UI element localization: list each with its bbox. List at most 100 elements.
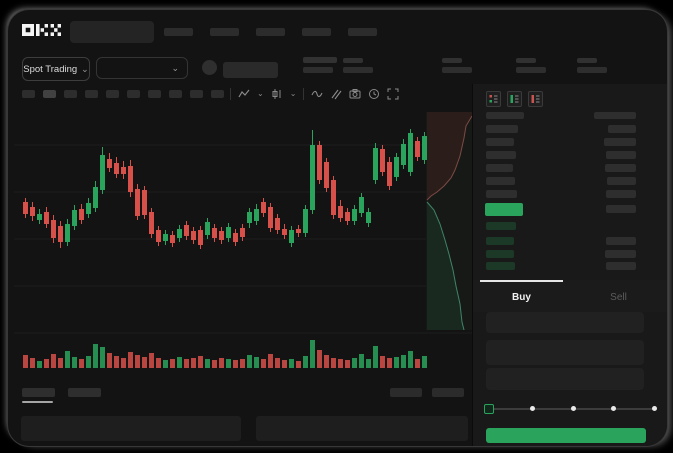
orders-empty-panel (21, 416, 241, 441)
timeframe-pill[interactable] (127, 90, 140, 98)
order-panel: Buy Sell (472, 84, 667, 446)
ask-amount-bar[interactable] (608, 125, 636, 133)
stat-value-bar (577, 67, 607, 73)
indicators-zigzag-icon[interactable] (238, 88, 250, 100)
chevron-down-icon[interactable]: ⌄ (289, 89, 297, 98)
amount-slider[interactable] (484, 403, 657, 414)
bottom-tab-orders[interactable] (22, 388, 55, 397)
camera-icon[interactable] (349, 88, 361, 100)
trading-app-window: Spot Trading ⌄ ⌄ ⌄ ⌄ (7, 9, 668, 447)
bid-amount-bar[interactable] (606, 237, 636, 245)
last-price-badge (485, 203, 523, 216)
timeframe-pill[interactable] (64, 90, 77, 98)
stat-label-bar (577, 58, 597, 63)
chart-tools: ⌄ ⌄ (230, 86, 399, 102)
last-price-placeholder (223, 62, 278, 78)
book-col-header-amount (594, 112, 636, 119)
ask-amount-bar[interactable] (607, 177, 636, 185)
ask-price-bar[interactable] (486, 190, 517, 198)
chevron-down-icon[interactable]: ⌄ (257, 89, 264, 98)
market-type-label: Spot Trading (23, 63, 78, 75)
chevron-down-icon: ⌄ (81, 63, 89, 74)
timeframe-pill[interactable] (169, 90, 182, 98)
stat-label-bar (442, 58, 462, 63)
draw-tool-icon[interactable] (330, 88, 342, 100)
nav-item-pill[interactable] (210, 28, 239, 36)
tab-buy[interactable]: Buy (473, 280, 570, 312)
bid-price-bar[interactable] (486, 222, 516, 230)
ticker-stat-group (442, 58, 472, 73)
chevron-down-icon: ⌄ (171, 62, 179, 73)
stat-value-bar (442, 67, 472, 73)
timeframe-pill[interactable] (85, 90, 98, 98)
ask-price-bar[interactable] (486, 164, 513, 172)
timeframe-pill[interactable] (43, 90, 56, 98)
ask-price-bar[interactable] (486, 125, 518, 133)
ticker-stat-group (516, 58, 546, 73)
candle-style-icon[interactable] (271, 88, 283, 100)
trade-input-field[interactable] (486, 368, 644, 390)
slider-stop-dot[interactable] (570, 406, 576, 411)
book-bids-icon[interactable] (507, 91, 522, 107)
nav-item-pill[interactable] (164, 28, 193, 36)
ticker-stat-group (577, 58, 607, 73)
slider-stop-dot[interactable] (652, 406, 657, 411)
trade-side-tabs: Buy Sell (473, 280, 667, 312)
nav-item-pill[interactable] (256, 28, 285, 36)
header-nav (164, 28, 377, 36)
ask-amount-bar[interactable] (606, 151, 636, 159)
pair-coin-icon (202, 60, 217, 75)
book-both-icon[interactable] (486, 91, 501, 107)
slider-stop-dot[interactable] (611, 406, 617, 411)
divider (230, 88, 231, 100)
ask-price-bar[interactable] (486, 138, 514, 146)
timeframe-bar (22, 90, 224, 98)
search-input[interactable] (70, 21, 154, 43)
bid-price-bar[interactable] (486, 262, 515, 270)
ask-amount-bar[interactable] (605, 164, 636, 172)
stat-label-bar (303, 57, 337, 63)
ask-amount-bar[interactable] (606, 190, 636, 198)
slider-knob[interactable] (484, 403, 494, 414)
ticker-stat-group (343, 58, 373, 73)
bid-price-bar[interactable] (486, 237, 514, 245)
book-col-header-price (486, 112, 524, 119)
pair-selector-dropdown[interactable]: ⌄ (96, 57, 188, 79)
bid-amount-bar[interactable] (606, 262, 636, 270)
timeframe-pill[interactable] (190, 90, 203, 98)
timeframe-pill[interactable] (106, 90, 119, 98)
ask-amount-bar[interactable] (604, 138, 636, 146)
slider-stop-dot[interactable] (529, 406, 535, 411)
trade-input-field[interactable] (486, 340, 644, 365)
stat-value-bar (303, 67, 333, 73)
stat-label-bar (516, 58, 536, 63)
market-type-dropdown[interactable]: Spot Trading ⌄ (22, 57, 90, 81)
fullscreen-icon[interactable] (387, 88, 399, 100)
ask-price-bar[interactable] (486, 177, 515, 185)
divider (303, 88, 305, 100)
timer-icon[interactable] (368, 88, 380, 100)
line-tool-icon[interactable] (311, 88, 323, 100)
ask-price-bar[interactable] (486, 151, 516, 159)
trade-input-field[interactable] (486, 312, 644, 333)
book-asks-icon[interactable] (528, 91, 543, 107)
timeframe-pill[interactable] (22, 90, 35, 98)
nav-item-pill[interactable] (302, 28, 331, 36)
timeframe-pill[interactable] (211, 90, 224, 98)
bottom-action-pill[interactable] (432, 388, 464, 397)
buy-submit-button[interactable] (486, 428, 646, 443)
nav-item-pill[interactable] (348, 28, 377, 36)
last-amount-bar[interactable] (606, 205, 636, 213)
bid-amount-bar[interactable] (605, 250, 636, 258)
bottom-tab-history[interactable] (68, 388, 101, 397)
bid-price-bar[interactable] (486, 250, 514, 258)
bottom-action-pill[interactable] (390, 388, 422, 397)
stat-value-bar (516, 67, 546, 73)
orders-empty-panel (256, 416, 468, 441)
stat-value-bar (343, 67, 373, 73)
tab-sell[interactable]: Sell (610, 292, 627, 303)
ticker-change-stat (303, 57, 337, 73)
timeframe-pill[interactable] (148, 90, 161, 98)
orderbook-view-toggles (486, 91, 543, 107)
candlestick-chart[interactable] (8, 110, 478, 372)
